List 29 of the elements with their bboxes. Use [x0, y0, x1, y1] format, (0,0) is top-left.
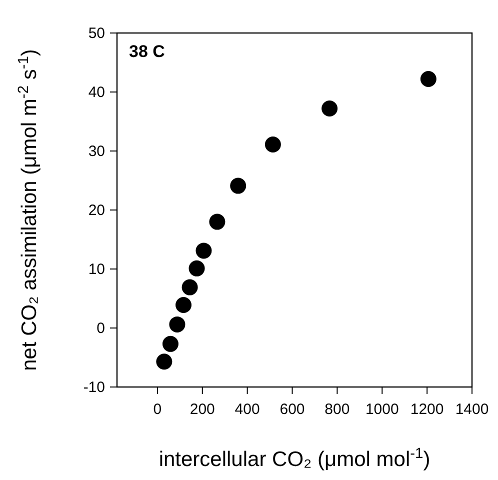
- x-tick-label: 600: [280, 401, 305, 418]
- y-tick-label: 20: [88, 202, 105, 219]
- x-tick-label: 200: [190, 401, 215, 418]
- point: [196, 242, 212, 259]
- point: [420, 71, 436, 88]
- point: [162, 336, 178, 352]
- point: [169, 316, 186, 332]
- x-tick-label: 800: [324, 401, 350, 418]
- point: [182, 279, 198, 296]
- x-tick-label: 400: [234, 401, 260, 418]
- x-tick-label: 1000: [365, 401, 399, 418]
- point: [322, 100, 338, 117]
- x-tick-label: 1400: [455, 401, 489, 418]
- y-tick-label: 40: [88, 84, 105, 101]
- x-axis-title: intercellular CO₂ (μmol mol$^{-1}$): [158, 446, 430, 471]
- point: [176, 296, 192, 313]
- point: [264, 136, 281, 153]
- x-tick-label: 1200: [410, 401, 444, 418]
- point: [188, 260, 205, 276]
- point: [230, 178, 246, 194]
- point: [209, 214, 226, 230]
- y-tick-label: 50: [88, 25, 105, 42]
- y-tick-label: 10: [88, 261, 105, 278]
- x-tick-label: 0: [153, 401, 162, 418]
- y-tick-label: 30: [88, 143, 105, 160]
- annotation: 38 C: [129, 42, 165, 61]
- y-tick-label: -10: [83, 379, 105, 396]
- point: [156, 354, 172, 370]
- y-tick-label: 0: [96, 320, 105, 337]
